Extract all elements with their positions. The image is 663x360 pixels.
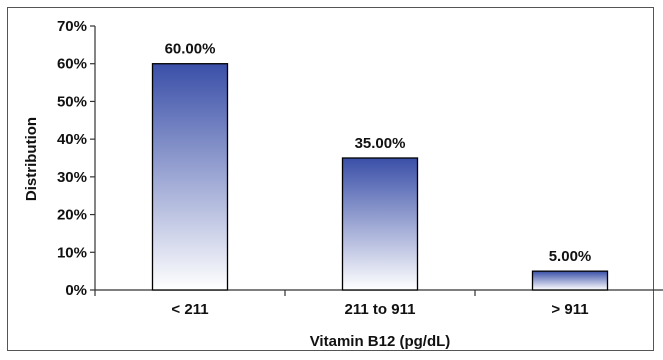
bar-series: 60.00% 35.00% 5.00%: [151, 41, 609, 291]
y-tick-label: 40%: [57, 131, 87, 148]
bar-data-label: 60.00%: [165, 41, 216, 58]
y-axis-ticks: 0% 10% 20% 30% 40% 50% 60% 70%: [57, 18, 95, 299]
y-tick-label: 60%: [57, 56, 87, 73]
bar: [151, 63, 229, 291]
bar-data-label: 5.00%: [549, 248, 592, 265]
x-tick-label: > 911: [551, 301, 588, 318]
bar: [341, 157, 419, 291]
x-tick-label: 211 to 911: [345, 301, 416, 318]
y-tick-label: 0%: [65, 282, 87, 299]
bar-data-label: 35.00%: [355, 135, 406, 152]
y-axis-title: Distribution: [23, 117, 40, 201]
bar: [531, 270, 609, 291]
x-axis-ticks: < 211 211 to 911 > 911: [94, 290, 589, 318]
y-tick-label: 20%: [57, 207, 87, 224]
x-axis-title: Vitamin B12 (pg/dL): [310, 333, 451, 350]
y-tick-label: 70%: [57, 18, 87, 35]
chart-frame: [7, 7, 654, 351]
y-tick-label: 30%: [57, 169, 87, 186]
x-tick-label: < 211: [171, 301, 208, 318]
y-tick-label: 50%: [57, 93, 87, 110]
y-tick-label: 10%: [57, 244, 87, 261]
